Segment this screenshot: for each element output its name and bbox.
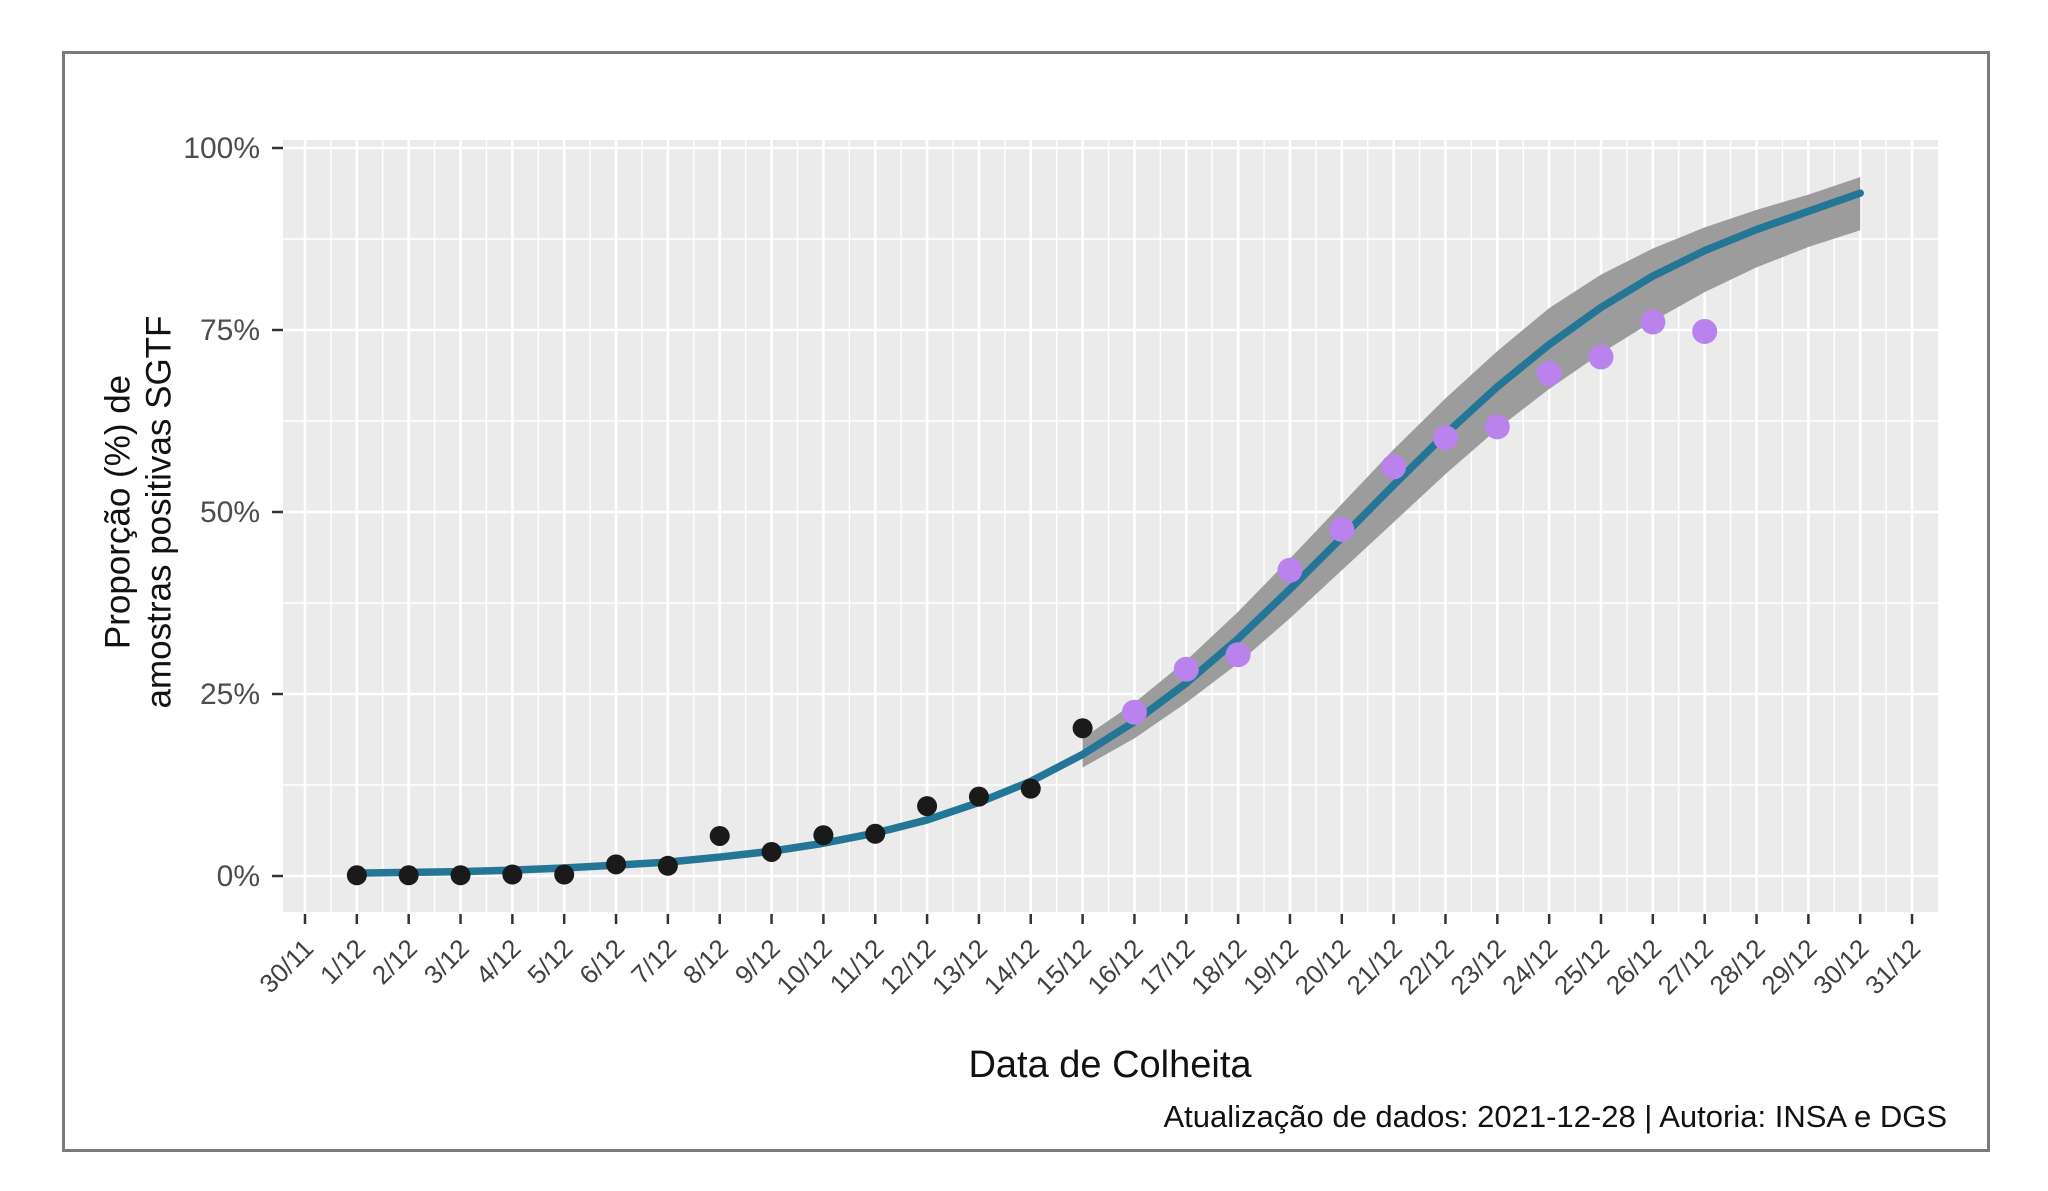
confidence-ribbon-group (1082, 177, 1861, 768)
y-tick-label: 100% (183, 132, 260, 165)
observed-point (606, 854, 627, 875)
recent-point (1536, 361, 1562, 387)
observed-point (1020, 778, 1041, 799)
recent-point (1381, 454, 1407, 480)
recent-point (1692, 318, 1718, 344)
observed-point (968, 786, 989, 807)
x-tick-label: 17/12 (1133, 933, 1200, 1000)
x-tick-label: 30/11 (253, 933, 319, 999)
x-tick-label: 20/12 (1289, 933, 1356, 1000)
recent-point (1277, 557, 1303, 583)
confidence-ribbon (1082, 177, 1861, 768)
x-tick-label: 6/12 (573, 933, 630, 990)
observed-point (346, 865, 367, 886)
x-tick-label: 16/12 (1081, 933, 1148, 1000)
recent-point (1432, 425, 1458, 451)
y-tick-label: 0% (217, 860, 260, 893)
caption: Atualização de dados: 2021-12-28 | Autor… (1163, 1099, 1947, 1134)
x-tick-label: 13/12 (926, 933, 993, 1000)
x-tick-label: 26/12 (1600, 933, 1667, 1000)
recent-point (1640, 309, 1666, 335)
x-tick-label: 25/12 (1548, 933, 1615, 1000)
minor-gridlines (283, 140, 1938, 912)
recent-point (1225, 642, 1251, 668)
recent-point (1484, 414, 1510, 440)
observed-point (554, 864, 575, 885)
observed-point (657, 855, 678, 876)
x-tick-label: 10/12 (770, 933, 837, 1000)
x-tick-label: 28/12 (1704, 933, 1771, 1000)
x-tick-label: 14/12 (978, 933, 1045, 1000)
observed-point (502, 864, 523, 885)
observed-point (398, 865, 419, 886)
y-tick-label: 50% (200, 496, 260, 529)
observed-point (813, 825, 834, 846)
x-tick-label: 31/12 (1859, 933, 1926, 1000)
x-tick-label: 22/12 (1392, 933, 1459, 1000)
x-tick-label: 4/12 (470, 933, 527, 990)
data-points-group (346, 309, 1718, 886)
x-tick-label: 24/12 (1496, 933, 1563, 1000)
recent-point (1121, 699, 1147, 725)
y-tick-label: 25% (200, 678, 260, 711)
y-axis-title: Proporção (%) de amostras positivas SGTF (98, 316, 181, 709)
recent-point (1173, 656, 1199, 682)
recent-point (1329, 516, 1355, 542)
x-tick-label: 12/12 (874, 933, 941, 1000)
x-tick-label: 23/12 (1444, 933, 1511, 1000)
observed-point (761, 841, 782, 862)
x-tick-label: 29/12 (1755, 933, 1822, 1000)
x-tick-label: 18/12 (1185, 933, 1252, 1000)
x-tick-label: 19/12 (1237, 933, 1304, 1000)
x-tick-label: 15/12 (1030, 933, 1097, 1000)
x-axis-title: Data de Colheita (968, 1044, 1252, 1086)
x-tick-label: 30/12 (1807, 933, 1874, 1000)
y-axis-title-line2: amostras positivas SGTF (140, 315, 179, 709)
x-tick-label: 11/12 (824, 933, 890, 999)
y-tick-label: 75% (200, 314, 260, 347)
x-tick-label: 8/12 (677, 933, 734, 990)
x-tick-label: 21/12 (1341, 933, 1408, 1000)
observed-point (865, 823, 886, 844)
observed-point (917, 796, 938, 817)
x-tick-label: 5/12 (521, 933, 578, 990)
observed-point (709, 825, 730, 846)
x-tick-label: 1/12 (314, 933, 371, 990)
x-tick-label: 2/12 (366, 933, 423, 990)
y-axis-title-line1: Proporção (%) de (98, 374, 138, 650)
observed-point (1072, 718, 1093, 739)
observed-point (450, 865, 471, 886)
x-tick-label: 3/12 (418, 933, 475, 990)
x-tick-label: 7/12 (625, 933, 682, 990)
x-tick-label: 27/12 (1652, 933, 1719, 1000)
recent-point (1588, 344, 1614, 370)
